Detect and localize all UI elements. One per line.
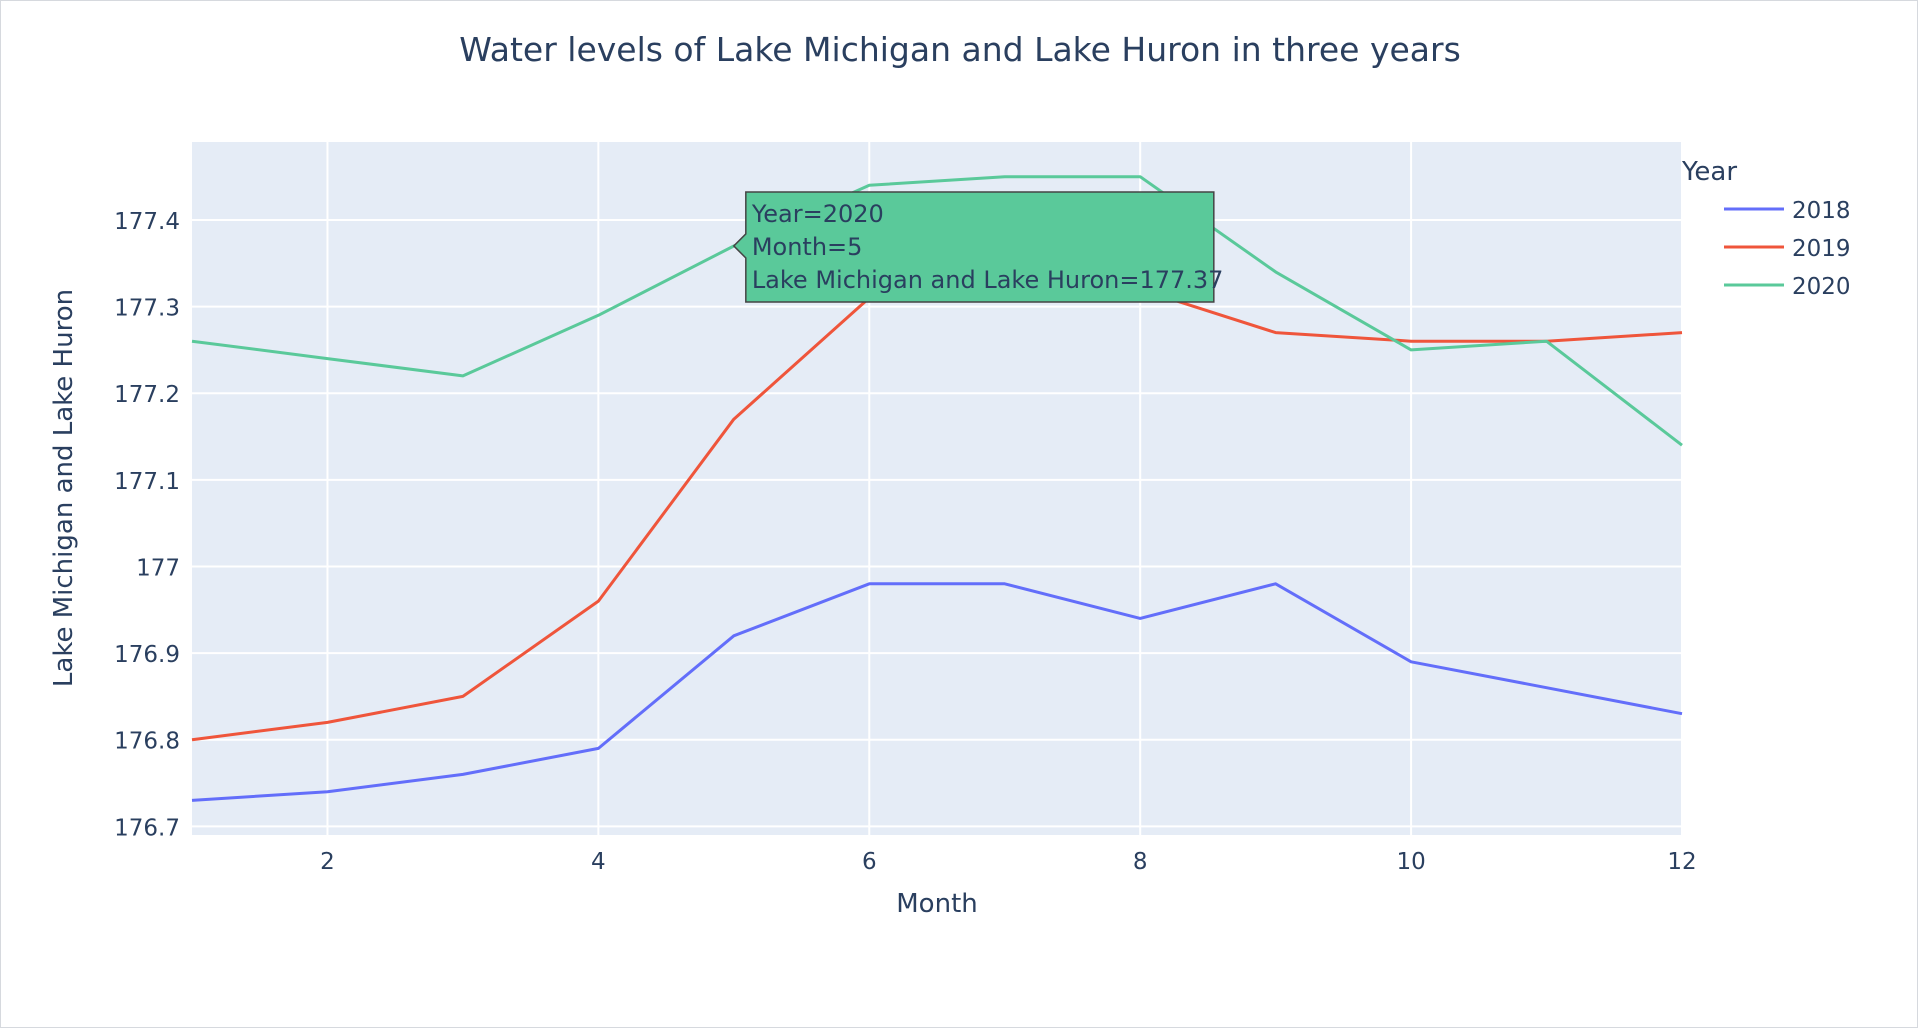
chart-title: Water levels of Lake Michigan and Lake H… [459,30,1461,69]
y-tick-label: 176.9 [114,642,180,668]
y-axis-ticks: 176.7 176.8 176.9 177 177.1 177.2 177.3 177.4 [114,209,180,841]
x-tick-label: 2 [320,849,335,875]
x-tick-label: 10 [1396,849,1425,875]
legend-title: Year [1681,157,1737,187]
legend-label: 2018 [1792,198,1851,224]
legend-label: 2019 [1792,236,1851,262]
tooltip-line: Lake Michigan and Lake Huron=177.37 [752,266,1224,294]
legend-item-2019[interactable]: 2019 [1724,236,1851,262]
y-tick-label: 177.3 [114,296,180,322]
legend[interactable]: Year 2018 2019 2020 [1681,157,1851,300]
legend-item-2020[interactable]: 2020 [1724,274,1851,300]
y-tick-label: 177.2 [114,382,180,408]
tooltip-line: Month=5 [752,233,863,261]
tooltip-line: Year=2020 [751,200,884,228]
hover-tooltip: Year=2020 Month=5 Lake Michigan and Lake H… [732,191,1224,303]
y-tick-label: 177.1 [114,469,180,495]
y-tick-label: 176.8 [114,729,180,755]
grid-lines [192,142,1683,835]
x-tick-label: 8 [1133,849,1148,875]
legend-label: 2020 [1792,274,1851,300]
x-tick-label: 12 [1667,849,1696,875]
legend-item-2018[interactable]: 2018 [1724,198,1851,224]
tooltip-box [732,191,1215,303]
y-tick-label: 177.4 [114,209,180,235]
x-tick-label: 6 [862,849,877,875]
y-tick-label: 177 [136,555,180,581]
x-axis-ticks: 2 4 6 8 10 12 [320,849,1697,875]
y-tick-label: 176.7 [114,815,180,841]
x-tick-label: 4 [591,849,606,875]
series-line-2020[interactable] [191,175,1683,447]
series-line-2018[interactable] [191,582,1683,802]
x-axis-label: Month [896,889,978,919]
y-axis-label: Lake Michigan and Lake Huron [49,289,79,687]
